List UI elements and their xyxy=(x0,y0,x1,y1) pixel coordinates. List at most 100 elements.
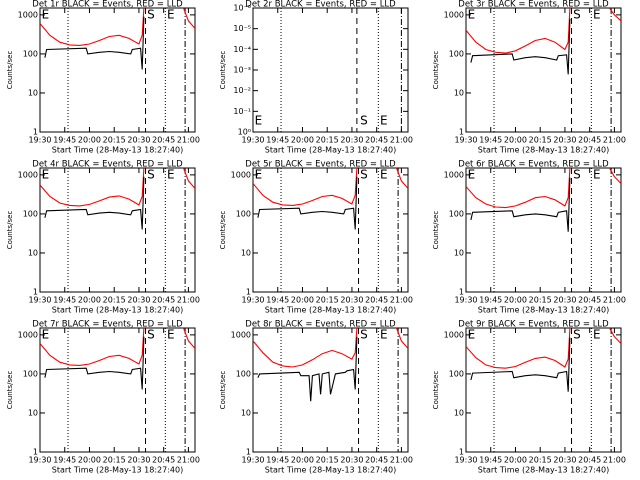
x-tick-label: 21:00 xyxy=(390,456,413,465)
y-tick-label: 10 xyxy=(454,408,464,417)
x-tick-label: 20:15 xyxy=(529,456,552,465)
y-tick-label: 10⁻⁴ xyxy=(233,45,251,54)
y-tick-label: 1000 xyxy=(444,330,464,339)
y-axis-label: Counts/sec xyxy=(432,371,440,410)
x-tick-label: 20:45 xyxy=(152,136,175,145)
chart-title: Det 2r BLACK = Events, RED = LLD xyxy=(245,0,396,10)
y-tick-label: 1 xyxy=(246,288,251,297)
y-tick-label: 1 xyxy=(459,128,464,137)
x-tick-label: 20:30 xyxy=(127,296,150,305)
x-tick-label: 20:30 xyxy=(553,296,576,305)
x-tick-label: 20:00 xyxy=(291,456,314,465)
annotation: E xyxy=(42,327,50,341)
y-tick-label: 100 xyxy=(236,209,251,218)
y-tick-label: 10 xyxy=(241,248,251,257)
y-tick-label: 1000 xyxy=(444,170,464,179)
chart-title: Det 8r BLACK = Events, RED = LLD xyxy=(245,320,396,330)
y-tick-label: 10⁻¹ xyxy=(233,107,251,116)
x-tick-label: 21:00 xyxy=(603,456,626,465)
x-tick-label: 20:00 xyxy=(291,296,314,305)
x-tick-label: 20:00 xyxy=(504,296,527,305)
series-group xyxy=(253,168,408,230)
x-tick-label: 20:15 xyxy=(529,136,552,145)
chart-title: Det 3r BLACK = Events, RED = LLD xyxy=(458,0,609,10)
x-tick-label: 20:00 xyxy=(78,136,101,145)
y-tick-label: 10⁰ xyxy=(238,128,251,137)
y-tick-label: 100 xyxy=(23,369,38,378)
y-axis-label: Counts/sec xyxy=(219,371,227,410)
x-axis-label: Start Time (28-May-13 18:27:40) xyxy=(265,146,396,155)
x-tick-label: 20:30 xyxy=(340,136,363,145)
plot-frame xyxy=(465,167,622,293)
x-axis-label: Start Time (28-May-13 18:27:40) xyxy=(265,466,396,475)
x-tick-label: 20:30 xyxy=(553,136,576,145)
x-tick-label: 20:15 xyxy=(316,136,339,145)
panel: 1 10 100 1000 19:30 19:45 20:00 20:15 20:30 20:45… xyxy=(6,160,200,315)
x-tick-label: 19:45 xyxy=(479,296,502,305)
x-tick-label: 19:30 xyxy=(28,296,51,305)
y-tick-label: 10 xyxy=(454,88,464,97)
x-axis-label: Start Time (28-May-13 18:27:40) xyxy=(265,306,396,315)
y-tick-label: 10 xyxy=(28,88,38,97)
y-tick-label: 10⁻² xyxy=(233,86,251,95)
x-tick-label: 20:15 xyxy=(529,296,552,305)
x-tick-label: 20:45 xyxy=(578,136,601,145)
annotation: S xyxy=(573,327,581,341)
y-tick-label: 1 xyxy=(459,288,464,297)
annotation: E xyxy=(468,7,476,21)
series-line xyxy=(253,168,408,206)
series-group xyxy=(253,328,408,402)
series-line xyxy=(470,18,571,75)
annotation: E xyxy=(255,114,263,128)
x-tick-label: 20:45 xyxy=(578,456,601,465)
annotation: S xyxy=(147,167,155,181)
x-tick-label: 20:30 xyxy=(340,456,363,465)
chart-title: Det 6r BLACK = Events, RED = LLD xyxy=(458,160,609,170)
series-line xyxy=(40,8,195,46)
x-tick-label: 20:30 xyxy=(340,296,363,305)
x-tick-label: 21:00 xyxy=(390,136,413,145)
series-line xyxy=(40,168,195,207)
y-tick-label: 1 xyxy=(33,128,38,137)
x-tick-label: 19:30 xyxy=(454,456,477,465)
annotation: E xyxy=(42,7,50,21)
plot-frame xyxy=(252,327,409,453)
y-tick-label: 100 xyxy=(236,369,251,378)
annotation: S xyxy=(147,327,155,341)
x-tick-label: 21:00 xyxy=(177,296,200,305)
annotation: E xyxy=(255,167,263,181)
panel: 1 10 100 1000 19:30 19:45 20:00 20:15 20:30 20:45… xyxy=(432,160,626,315)
plot-frame xyxy=(252,167,409,293)
x-tick-label: 19:45 xyxy=(266,136,289,145)
x-tick-label: 19:30 xyxy=(454,136,477,145)
series-line xyxy=(257,336,358,402)
series-line xyxy=(466,328,621,369)
annotation: S xyxy=(147,7,155,21)
y-tick-label: 100 xyxy=(449,369,464,378)
y-tick-label: 10⁻³ xyxy=(233,66,251,75)
y-axis-label: Counts/sec xyxy=(6,51,14,90)
panel: 1 10 100 1000 19:30 19:45 20:00 20:15 20:30 20:45… xyxy=(219,320,413,475)
y-tick-label: 1000 xyxy=(444,10,464,19)
annotation: E xyxy=(167,7,175,21)
series-line xyxy=(44,336,145,390)
y-tick-label: 1 xyxy=(459,448,464,457)
x-tick-label: 19:45 xyxy=(266,296,289,305)
annotation: S xyxy=(573,7,581,21)
x-tick-label: 20:15 xyxy=(103,136,126,145)
x-tick-label: 19:45 xyxy=(266,456,289,465)
y-tick-label: 1 xyxy=(33,288,38,297)
series-group xyxy=(40,328,195,390)
y-tick-label: 10 xyxy=(28,408,38,417)
y-tick-label: 1 xyxy=(33,448,38,457)
x-tick-label: 19:45 xyxy=(479,456,502,465)
x-tick-label: 19:45 xyxy=(479,136,502,145)
annotation: E xyxy=(593,167,601,181)
x-tick-label: 20:45 xyxy=(365,456,388,465)
y-tick-label: 1000 xyxy=(18,330,38,339)
x-tick-label: 20:45 xyxy=(365,136,388,145)
series-group xyxy=(466,168,621,232)
